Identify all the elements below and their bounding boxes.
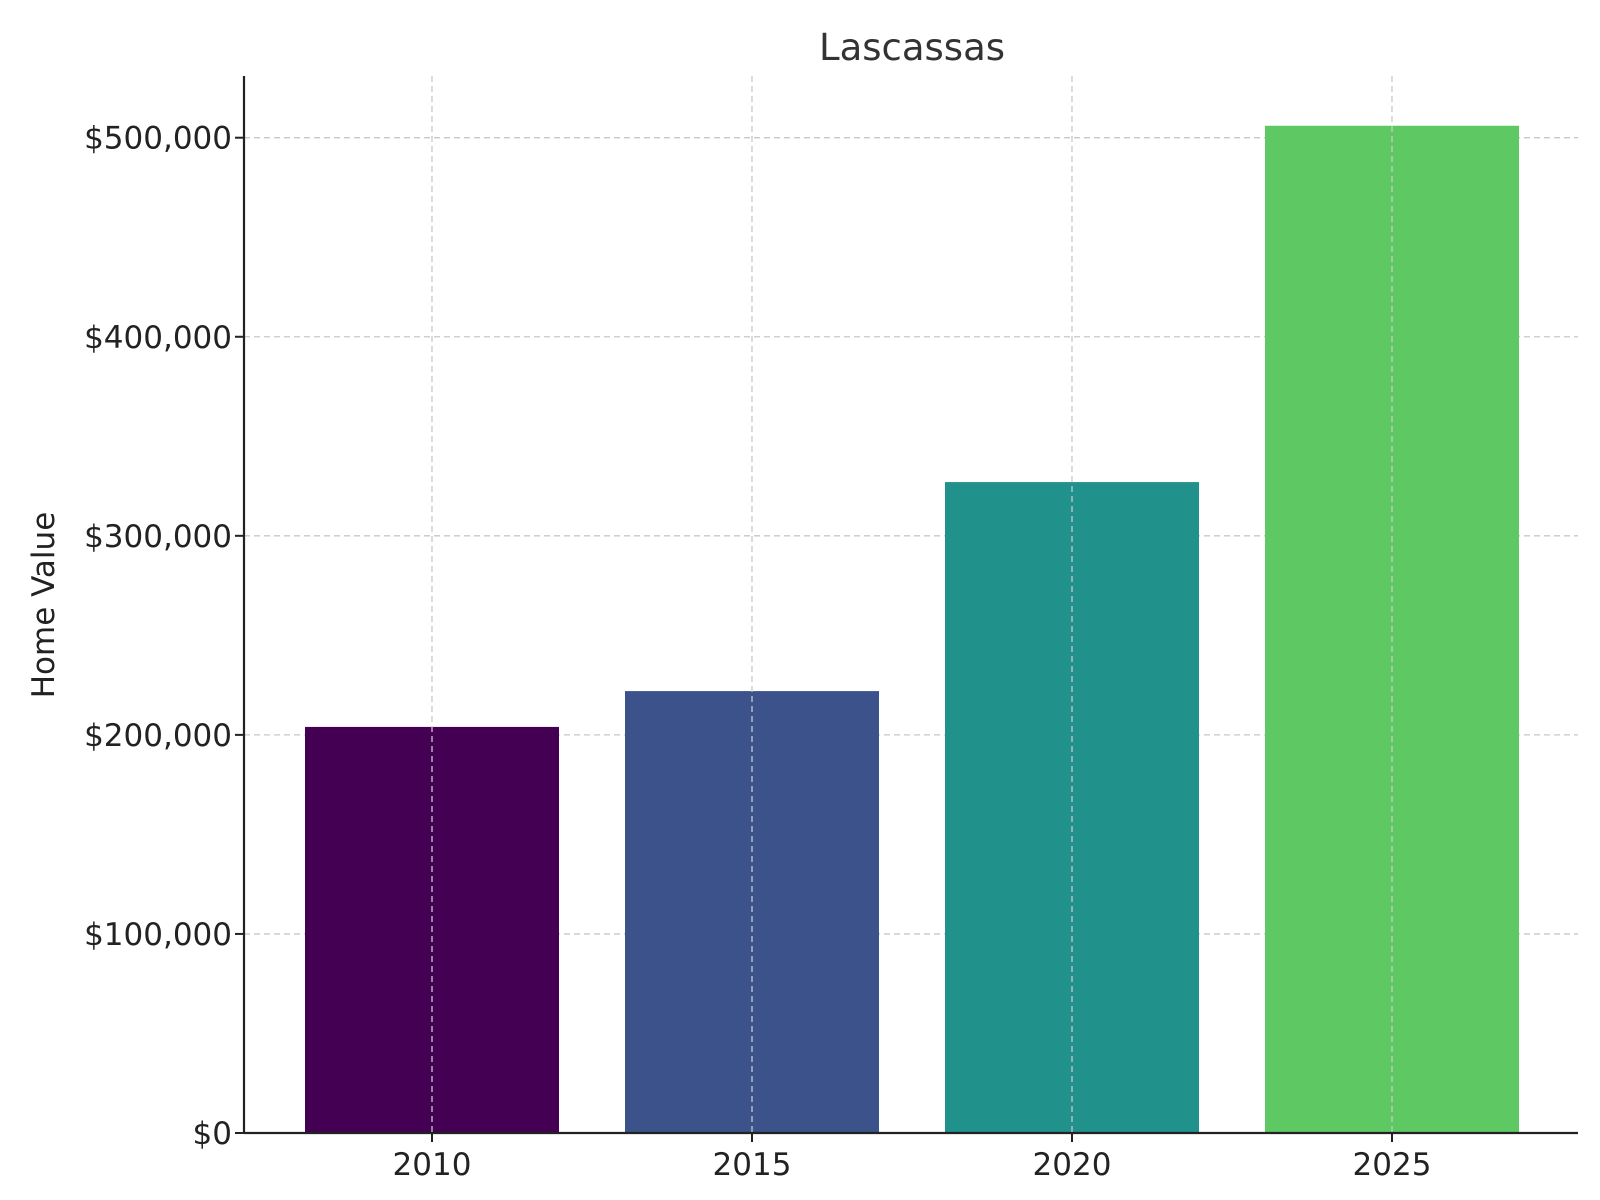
y-tick-label: $200,000: [84, 718, 232, 754]
y-tick-label: $100,000: [84, 917, 232, 953]
y-tick-label: $500,000: [84, 121, 232, 157]
x-tick-label: 2015: [713, 1147, 792, 1183]
y-tick-label: $400,000: [84, 320, 232, 356]
y-tick-label: $300,000: [84, 519, 232, 555]
ticks-layer: $0 $100,000 $200,000 $300,000 $400,000 $500,0…: [84, 121, 1431, 1183]
bars-layer: [305, 125, 1519, 1134]
vertical-grid-layer: [431, 76, 1393, 1133]
y-tick-label: $0: [193, 1116, 232, 1152]
x-tick-label: 2020: [1033, 1147, 1112, 1183]
x-tick-label: 2010: [393, 1147, 472, 1183]
x-tick-label: 2025: [1353, 1147, 1432, 1183]
axes-layer: [242, 76, 1578, 1135]
chart-title: Lascassas: [819, 26, 1005, 69]
y-axis-label: Home Value: [26, 512, 62, 699]
